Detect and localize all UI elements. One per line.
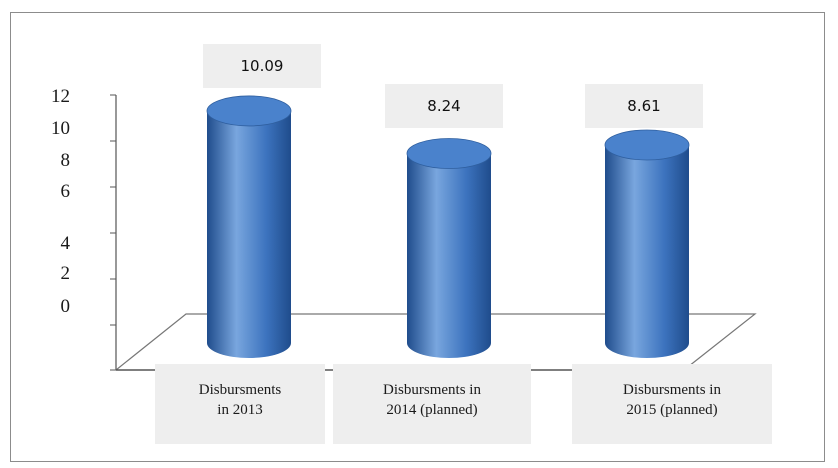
y-tick-label: 8 [61,150,71,171]
bar [604,129,690,358]
category-label-box [155,364,325,444]
data-label: 10.09 [241,57,284,75]
data-label-box [203,44,321,88]
y-tick-label: 12 [51,86,70,107]
y-tick-label: 10 [51,118,70,139]
bar-body [207,110,291,359]
data-label: 8.24 [427,97,460,115]
bar-top [206,95,292,127]
category-label-box [333,364,531,444]
category-label: Disbursments in [383,382,481,398]
bar [406,138,492,358]
bar [206,95,292,359]
y-tick-label: 6 [61,181,71,202]
bar-top [604,129,690,161]
category-label-box [572,364,772,444]
data-label-box [385,84,503,128]
y-tick-label: 4 [61,233,71,254]
bar-top [406,138,492,169]
data-label: 8.61 [627,97,660,115]
category-label: Disbursments [199,382,282,398]
category-label: Disbursments in [623,382,721,398]
data-label-box [585,84,703,128]
category-label: 2014 (planned) [386,402,477,418]
category-label: 2015 (planned) [626,402,717,418]
bar-body [605,144,689,358]
bar-body [407,153,491,358]
category-label: in 2013 [217,402,262,418]
y-tick-label: 2 [61,263,71,284]
y-tick-label: 0 [61,296,71,317]
